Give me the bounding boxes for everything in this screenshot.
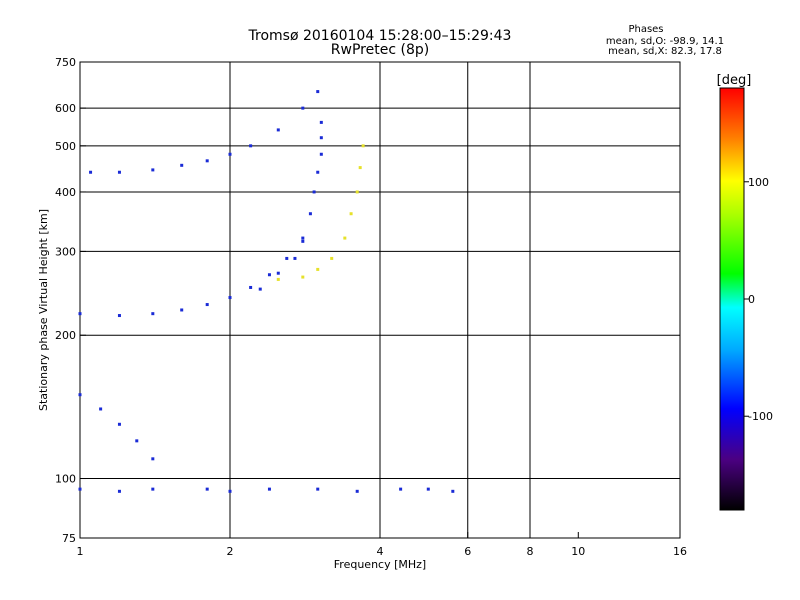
data-point <box>308 212 312 216</box>
colorbar-tick-label: -100 <box>748 410 773 423</box>
data-points <box>78 90 455 493</box>
data-point <box>316 267 320 271</box>
y-tick-label: 300 <box>55 245 76 258</box>
data-point <box>276 277 280 281</box>
data-point <box>301 275 305 279</box>
data-point <box>151 168 155 172</box>
data-point <box>205 303 209 307</box>
data-point <box>301 236 305 240</box>
data-point <box>258 287 262 291</box>
y-tick-label: 75 <box>62 532 76 545</box>
phases-o-stats: mean, sd,O: -98.9, 14.1 <box>606 36 724 47</box>
data-point <box>316 90 320 94</box>
data-point <box>319 136 323 140</box>
y-tick-label: 500 <box>55 140 76 153</box>
data-point <box>276 128 280 132</box>
x-axis-ticks: 1 2 4 6 8 10 16 <box>77 532 687 558</box>
data-point <box>228 152 232 156</box>
data-point <box>151 457 155 461</box>
data-point <box>319 152 323 156</box>
data-point <box>426 487 430 491</box>
data-point <box>276 271 280 275</box>
colorbar-tick-label: 100 <box>748 176 769 189</box>
data-point <box>117 170 121 174</box>
phases-x-stats: mean, sd,X: 82.3, 17.8 <box>608 46 722 57</box>
y-tick-label: 400 <box>55 186 76 199</box>
data-point <box>312 190 316 194</box>
y-tick-label: 750 <box>55 56 76 69</box>
phases-title: Phases <box>628 24 663 35</box>
data-point <box>451 489 455 493</box>
y-tick-label: 200 <box>55 329 76 342</box>
x-tick-label: 4 <box>377 545 384 558</box>
data-point <box>151 312 155 316</box>
x-axis-label: Frequency [MHz] <box>334 558 426 571</box>
y-axis-ticks: 75 100 200 300 400 500 600 750 <box>55 56 86 545</box>
data-point <box>285 256 289 260</box>
data-point <box>180 308 184 312</box>
grid-lines <box>80 62 680 538</box>
data-point <box>117 422 121 426</box>
colorbar <box>719 87 745 511</box>
data-point <box>355 489 359 493</box>
data-point <box>355 190 359 194</box>
x-tick-label: 6 <box>464 545 471 558</box>
data-point <box>301 106 305 110</box>
data-point <box>135 439 139 443</box>
y-axis-label: Stationary phase Virtual Height [km] <box>37 209 50 411</box>
data-point <box>319 120 323 124</box>
y-tick-label: 600 <box>55 102 76 115</box>
data-point <box>117 489 121 493</box>
colorbar-ticks: -100 0 100 <box>744 176 773 423</box>
y-tick-label: 100 <box>55 473 76 486</box>
data-point <box>293 256 297 260</box>
data-point <box>358 166 362 170</box>
data-point <box>228 296 232 300</box>
data-point <box>78 312 82 316</box>
data-point <box>89 170 93 174</box>
phases-info: Phases mean, sd,O: -98.9, 14.1 mean, sd,… <box>606 24 724 57</box>
x-tick-label: 2 <box>227 545 234 558</box>
colorbar-tick-label: 0 <box>748 293 755 306</box>
data-point <box>267 273 271 277</box>
data-point <box>99 407 103 411</box>
data-point <box>78 393 82 397</box>
data-point <box>180 163 184 167</box>
colorbar-label: [deg] <box>717 73 752 88</box>
data-point <box>205 487 209 491</box>
data-point <box>399 487 403 491</box>
x-tick-label: 16 <box>673 545 687 558</box>
x-tick-label: 8 <box>527 545 534 558</box>
data-point <box>343 236 347 240</box>
data-point <box>349 212 353 216</box>
data-point <box>316 170 320 174</box>
chart-title: Tromsø 20160104 15:28:00–15:29:43 <box>248 28 512 44</box>
data-point <box>228 489 232 493</box>
x-tick-label: 10 <box>571 545 585 558</box>
data-point <box>301 239 305 243</box>
data-point <box>316 487 320 491</box>
data-point <box>249 144 253 148</box>
data-point <box>249 285 253 289</box>
data-point <box>117 314 121 318</box>
data-point <box>151 487 155 491</box>
x-tick-label: 1 <box>77 545 84 558</box>
chart-subtitle: RwPretec (8p) <box>331 42 429 58</box>
data-point <box>205 159 209 163</box>
data-point <box>361 144 365 148</box>
data-point <box>330 256 334 260</box>
data-point <box>78 487 82 491</box>
data-point <box>267 487 271 491</box>
